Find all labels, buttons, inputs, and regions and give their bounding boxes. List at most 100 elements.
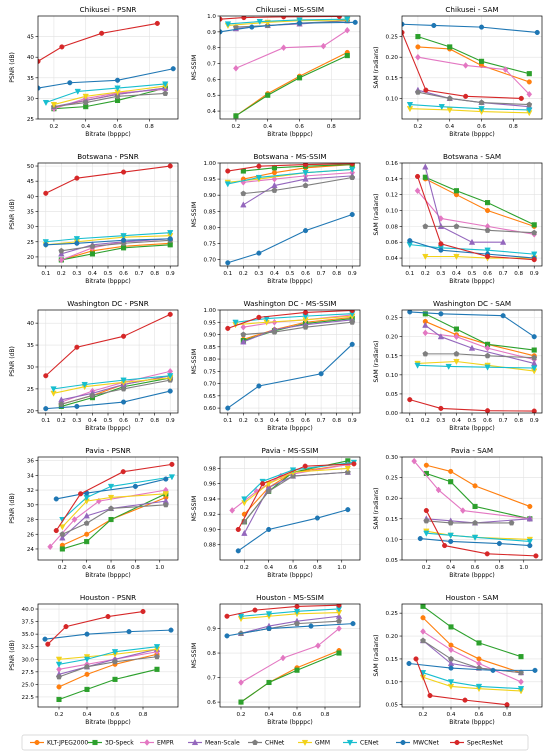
data-point bbox=[167, 236, 173, 242]
series-line bbox=[425, 320, 535, 357]
series-line bbox=[227, 310, 353, 329]
data-point bbox=[411, 457, 418, 465]
x-tick-label: 0.6 bbox=[301, 271, 310, 277]
series-group bbox=[411, 457, 539, 559]
data-point bbox=[484, 352, 491, 359]
data-point bbox=[293, 608, 301, 615]
y-tick-label: 25 bbox=[27, 240, 35, 246]
legend-label: CHNet bbox=[265, 740, 285, 747]
series-line bbox=[422, 676, 522, 692]
data-point bbox=[168, 474, 176, 481]
data-point bbox=[484, 247, 491, 254]
series-line bbox=[243, 164, 353, 172]
x-tick-label: 0.8 bbox=[332, 418, 341, 424]
x-tick-label: 0.2 bbox=[57, 418, 66, 424]
series-line bbox=[417, 91, 530, 106]
y-tick-label: 0.8 bbox=[207, 46, 216, 52]
data-point bbox=[162, 81, 169, 88]
chart-panel: Botswana - PSNR 0.1 0.2 0.3 0.4 0.5 0.6 0.7 0.8 0… bbox=[9, 152, 179, 285]
data-point bbox=[114, 77, 121, 83]
series-line bbox=[417, 46, 530, 83]
legend: KLT-JPEG2000 3D-Speck EMPR Mean-Scale CHNet G… bbox=[21, 734, 529, 751]
x-tick-label: 0.6 bbox=[295, 124, 304, 130]
chart-panel: Pavia - SAM 0.2 0.4 0.6 0.8 1.0 0.05 0.10 0.15 0.… bbox=[373, 446, 543, 579]
series-line bbox=[409, 399, 535, 412]
data-point bbox=[154, 653, 160, 660]
data-point bbox=[448, 624, 454, 630]
series-line bbox=[58, 656, 158, 678]
y-tick-label: 26 bbox=[27, 532, 35, 538]
data-point bbox=[415, 34, 421, 40]
x-tick-label: 0.2 bbox=[55, 712, 64, 718]
data-point bbox=[84, 663, 90, 670]
data-point bbox=[448, 479, 454, 485]
x-tick-label: 0.8 bbox=[145, 124, 154, 130]
legend-item: CHNet bbox=[248, 739, 285, 747]
x-tick-label: 0.8 bbox=[313, 565, 322, 571]
y-tick-label: 25 bbox=[27, 387, 35, 393]
data-point bbox=[167, 388, 173, 394]
chart-panel: Houston - PSNR 0.2 0.4 0.6 0.8 22.5 25.0 27.5 30… bbox=[9, 593, 179, 726]
data-point bbox=[42, 99, 50, 107]
x-tick-label: 0.4 bbox=[265, 712, 274, 718]
y-tick-label: 0.20 bbox=[386, 55, 399, 61]
y-tick-label: 32 bbox=[27, 488, 34, 494]
data-point bbox=[448, 665, 454, 671]
series-group bbox=[42, 163, 174, 264]
x-tick-label: 0.9 bbox=[348, 271, 357, 277]
series-line bbox=[409, 104, 530, 111]
y-tick-label: 1.00 bbox=[204, 308, 217, 314]
chart-title: Washington DC - MS-SSIM bbox=[243, 299, 336, 308]
y-axis-label: PSNR (dB) bbox=[9, 346, 16, 377]
data-point bbox=[314, 515, 320, 521]
data-point bbox=[438, 104, 445, 111]
y-tick-label: 1.0 bbox=[207, 14, 216, 20]
legend-item: GMM bbox=[298, 740, 330, 747]
data-point bbox=[224, 181, 231, 188]
data-point bbox=[241, 529, 248, 536]
data-point bbox=[349, 310, 355, 314]
chart-title: Houston - SAM bbox=[446, 593, 499, 602]
chart-panel: Chikusei - SAM 0.2 0.4 0.6 0.8 0.10 0.15 0.20 0.… bbox=[373, 5, 543, 138]
series-line bbox=[424, 166, 504, 243]
data-point bbox=[448, 646, 454, 654]
chart-title: Houston - MS-SSIM bbox=[256, 593, 324, 602]
x-tick-label: 0.4 bbox=[82, 565, 91, 571]
x-tick-label: 0.4 bbox=[446, 565, 455, 571]
data-point bbox=[453, 223, 460, 229]
data-point bbox=[476, 640, 482, 646]
y-tick-label: 0.00 bbox=[386, 411, 399, 417]
series-group bbox=[224, 163, 356, 266]
y-tick-label: 22.5 bbox=[22, 695, 35, 701]
x-tick-label: 0.2 bbox=[413, 124, 422, 130]
y-tick-label: 0.8 bbox=[207, 651, 216, 657]
data-point bbox=[105, 614, 111, 620]
series-line bbox=[227, 168, 353, 185]
y-tick-label: 0.92 bbox=[204, 512, 216, 518]
y-axis-label: MS-SSIM bbox=[191, 496, 198, 522]
y-axis-label: PSNR (dB) bbox=[9, 199, 16, 230]
plot-frame bbox=[37, 456, 179, 561]
x-axis-label: Bitrate (bpppc) bbox=[267, 572, 312, 579]
series-group bbox=[224, 604, 356, 705]
data-point bbox=[294, 604, 300, 610]
data-point bbox=[303, 228, 309, 234]
data-point bbox=[112, 676, 118, 682]
x-tick-label: 0.2 bbox=[421, 418, 430, 424]
data-point bbox=[50, 102, 58, 109]
data-point bbox=[58, 256, 65, 264]
data-point bbox=[407, 238, 413, 244]
data-point bbox=[45, 641, 51, 647]
series-group bbox=[43, 311, 174, 412]
series-line bbox=[426, 464, 531, 507]
data-point bbox=[120, 385, 127, 392]
series-line bbox=[226, 604, 340, 617]
data-point bbox=[112, 658, 118, 665]
x-axis-label: Bitrate (bpppc) bbox=[449, 719, 494, 726]
chart-title: Washington DC - PSNR bbox=[67, 299, 149, 308]
x-tick-label: 0.1 bbox=[405, 271, 414, 277]
data-point bbox=[59, 546, 65, 552]
data-point bbox=[422, 163, 429, 170]
data-point bbox=[344, 469, 351, 475]
data-point bbox=[71, 516, 78, 523]
